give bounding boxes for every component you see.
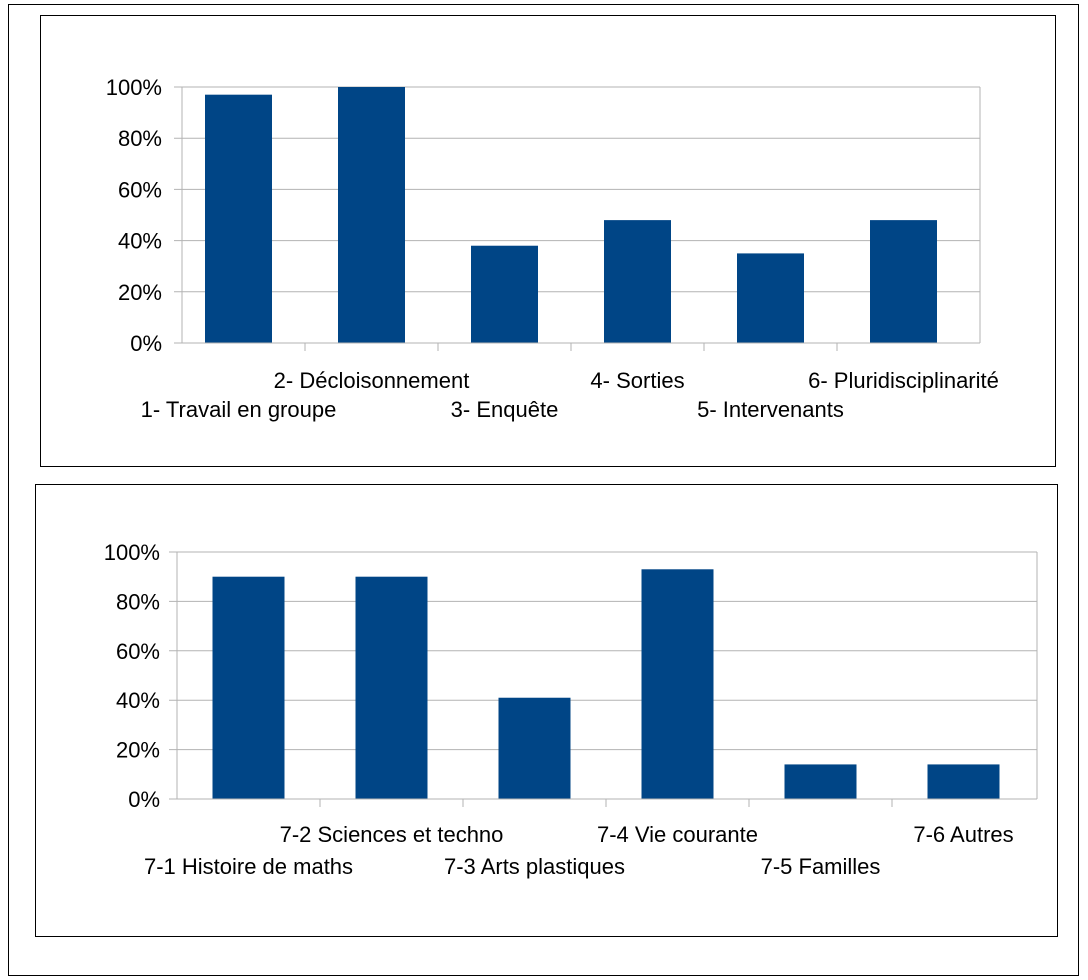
chart-1-bar bbox=[205, 94, 272, 344]
chart-2-y-tick-label: 0% bbox=[128, 787, 160, 812]
chart-1-y-tick-label: 0% bbox=[130, 331, 162, 356]
chart-1: 0% 20% 40% 60% 80% 100% 1- Travail en groupe 2-… bbox=[106, 75, 999, 422]
chart-2-panel: 0% 20% 40% 60% 80% 100% 7-1 Histoire de maths 7… bbox=[35, 484, 1058, 937]
chart-2-bar bbox=[927, 764, 1000, 799]
chart-1-category-label: 6- Pluridisciplinarité bbox=[808, 368, 999, 393]
chart-2-y-tick-label: 60% bbox=[116, 639, 160, 664]
chart-1-y-tick-label: 20% bbox=[118, 280, 162, 305]
chart-2-category-label: 7-5 Familles bbox=[761, 854, 881, 879]
chart-1-bar bbox=[604, 220, 671, 343]
chart-2-y-tick-label: 20% bbox=[116, 738, 160, 763]
chart-1-bar bbox=[471, 245, 538, 343]
chart-1-y-tick-label: 40% bbox=[118, 229, 162, 254]
chart-1-bar bbox=[737, 253, 804, 343]
chart-1-bar bbox=[870, 220, 937, 343]
chart-1-category-label: 5- Intervenants bbox=[697, 397, 844, 422]
chart-2-y-tick-label: 80% bbox=[116, 589, 160, 614]
chart-1-panel: 0% 20% 40% 60% 80% 100% 1- Travail en groupe 2-… bbox=[40, 15, 1056, 467]
page-frame bbox=[8, 4, 1079, 976]
chart-2-bar bbox=[498, 697, 571, 799]
chart-1-y-tick-label: 60% bbox=[118, 177, 162, 202]
chart-2-bar bbox=[212, 576, 285, 799]
chart-2-category-label: 7-4 Vie courante bbox=[597, 822, 758, 847]
chart-2-category-label: 7-1 Histoire de maths bbox=[144, 854, 353, 879]
chart-1-category-label: 1- Travail en groupe bbox=[141, 397, 337, 422]
chart-2-category-label: 7-6 Autres bbox=[913, 822, 1013, 847]
chart-2-category-label: 7-2 Sciences et techno bbox=[280, 822, 504, 847]
chart-2-y-tick-label: 40% bbox=[116, 688, 160, 713]
chart-1-y-tick-label: 80% bbox=[118, 126, 162, 151]
chart-2-category-label: 7-3 Arts plastiques bbox=[444, 854, 625, 879]
chart-1-y-tick-label: 100% bbox=[106, 75, 162, 100]
chart-2-bar bbox=[784, 764, 857, 799]
chart-2-y-tick-label: 100% bbox=[104, 540, 160, 565]
chart-2: 0% 20% 40% 60% 80% 100% 7-1 Histoire de maths 7… bbox=[104, 540, 1038, 879]
chart-1-category-label: 2- Décloisonnement bbox=[274, 368, 470, 393]
chart-1-category-label: 4- Sorties bbox=[590, 368, 684, 393]
chart-1-bar bbox=[338, 87, 405, 343]
chart-2-bar bbox=[641, 569, 714, 799]
chart-1-category-label: 3- Enquête bbox=[451, 397, 559, 422]
chart-2-bar bbox=[355, 576, 428, 799]
